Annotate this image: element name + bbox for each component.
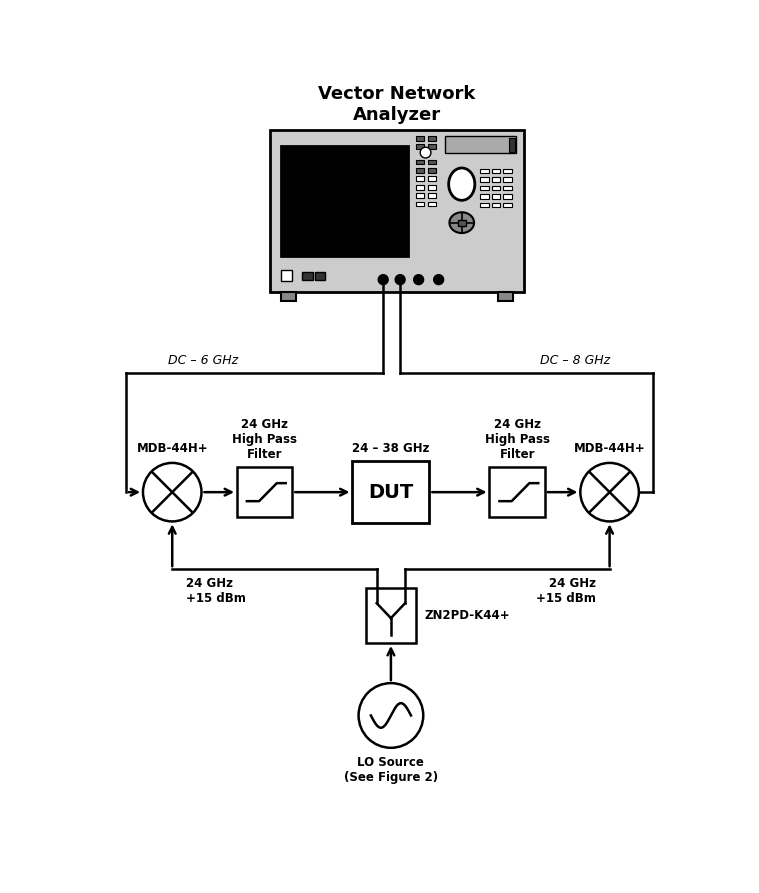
Bar	[315, 272, 326, 280]
Bar	[428, 137, 436, 141]
Circle shape	[420, 147, 431, 158]
Text: 24 GHz
High Pass
Filter: 24 GHz High Pass Filter	[485, 418, 550, 461]
Text: MDB-44H+: MDB-44H+	[137, 442, 208, 455]
Bar	[492, 169, 500, 173]
Bar	[503, 203, 512, 207]
Text: DC – 8 GHz: DC – 8 GHz	[540, 354, 610, 367]
Bar	[490, 467, 545, 517]
Bar	[498, 292, 513, 301]
Text: MDB-44H+: MDB-44H+	[574, 442, 645, 455]
Bar	[428, 202, 436, 206]
Bar	[366, 588, 417, 643]
Bar	[480, 169, 489, 173]
Bar	[416, 177, 424, 181]
Bar	[270, 130, 524, 292]
Bar	[281, 146, 408, 256]
Bar	[302, 272, 313, 280]
Ellipse shape	[449, 213, 474, 233]
Text: Vector Network
Analyzer: Vector Network Analyzer	[318, 86, 476, 124]
Bar	[352, 462, 430, 523]
Bar	[428, 177, 436, 181]
Bar	[428, 194, 436, 198]
Bar	[503, 177, 512, 182]
Circle shape	[414, 275, 424, 284]
Bar	[445, 137, 516, 154]
Ellipse shape	[449, 168, 475, 200]
Bar	[428, 144, 436, 149]
Bar	[416, 137, 424, 141]
Text: 24 GHz
+15 dBm: 24 GHz +15 dBm	[186, 577, 246, 605]
Bar	[509, 138, 515, 152]
Bar	[503, 169, 512, 173]
Bar	[480, 177, 489, 182]
Text: 24 GHz
High Pass
Filter: 24 GHz High Pass Filter	[232, 418, 297, 461]
Bar	[480, 186, 489, 190]
Bar	[503, 186, 512, 190]
Circle shape	[395, 275, 405, 284]
Circle shape	[143, 463, 201, 522]
Bar	[480, 203, 489, 207]
Bar	[416, 144, 424, 149]
Bar	[492, 186, 500, 190]
Bar	[503, 194, 512, 199]
Bar	[416, 168, 424, 172]
Bar	[281, 271, 291, 281]
Bar	[428, 168, 436, 172]
Bar	[492, 177, 500, 182]
Text: 24 GHz
+15 dBm: 24 GHz +15 dBm	[536, 577, 596, 605]
Bar	[428, 160, 436, 164]
Bar	[237, 467, 292, 517]
Text: DC – 6 GHz: DC – 6 GHz	[168, 354, 238, 367]
Bar	[492, 194, 500, 199]
Circle shape	[358, 683, 424, 747]
Text: 24 – 38 GHz: 24 – 38 GHz	[352, 442, 430, 455]
Text: LO Source
(See Figure 2): LO Source (See Figure 2)	[344, 755, 438, 783]
Bar	[480, 194, 489, 199]
Bar	[458, 220, 465, 226]
Bar	[416, 160, 424, 164]
Bar	[416, 202, 424, 206]
Text: DUT: DUT	[368, 482, 414, 502]
Circle shape	[434, 275, 443, 284]
Circle shape	[379, 275, 388, 284]
Bar	[416, 185, 424, 189]
Bar	[492, 203, 500, 207]
Bar	[428, 185, 436, 189]
Circle shape	[581, 463, 639, 522]
Text: ZN2PD-K44+: ZN2PD-K44+	[424, 609, 509, 622]
Bar	[281, 292, 296, 301]
Bar	[416, 194, 424, 198]
